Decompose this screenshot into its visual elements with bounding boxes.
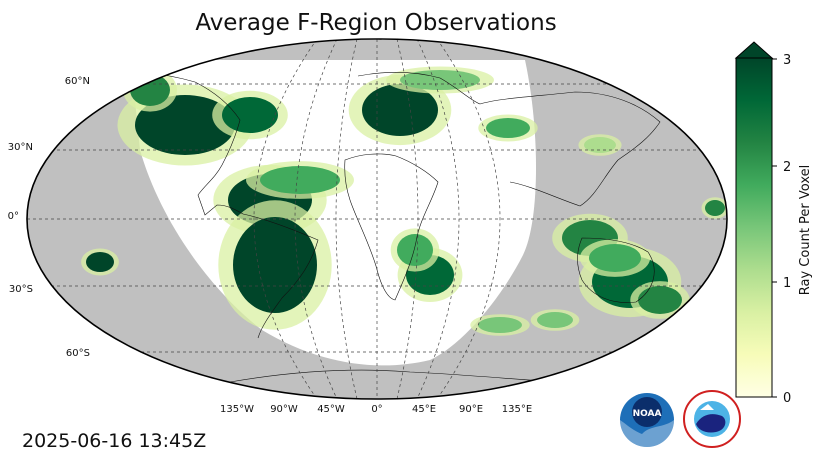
colorbar-extend-arrow xyxy=(734,41,774,59)
graticule xyxy=(27,39,727,399)
lat-label-30n: 30°N xyxy=(8,142,33,153)
meridian-line xyxy=(396,39,419,399)
ray-cluster xyxy=(478,317,522,333)
meridian-line xyxy=(416,39,460,399)
lon-label-135e: 135°E xyxy=(502,404,532,415)
ray-cluster xyxy=(584,137,616,153)
ray-cluster xyxy=(260,166,340,194)
lon-label-45e: 45°E xyxy=(412,404,436,415)
lat-label-30s: 30°S xyxy=(9,284,33,295)
colorbar-tick-1: 1 xyxy=(783,276,791,291)
colorbar: 0 1 2 3 Ray Count Per Voxel xyxy=(734,41,813,406)
colorbar-tick-3: 3 xyxy=(783,53,791,68)
ray-cluster xyxy=(233,217,317,313)
ray-cluster xyxy=(86,252,114,272)
ray-cluster xyxy=(705,200,725,216)
colorbar-tick-2: 2 xyxy=(783,160,791,175)
colorbar-bar xyxy=(735,57,773,398)
noaa-logo-text: NOAA xyxy=(633,409,662,419)
nws-logo xyxy=(683,390,741,448)
ray-cluster xyxy=(362,84,438,136)
lon-label-0: 0° xyxy=(371,404,382,415)
colorbar-ticks xyxy=(772,58,777,398)
lon-label-90w: 90°W xyxy=(270,404,298,415)
colorbar-tick-0: 0 xyxy=(783,391,791,406)
map-body xyxy=(27,39,727,399)
ray-cluster xyxy=(589,244,641,272)
ray-cluster xyxy=(537,312,573,328)
lon-label-135w: 135°W xyxy=(220,404,254,415)
ray-cluster xyxy=(486,118,530,138)
lat-label-60n: 60°N xyxy=(65,76,90,87)
ray-cluster xyxy=(397,234,433,266)
lat-label-0: 0° xyxy=(8,211,19,222)
meridian-line xyxy=(253,39,318,399)
map-title: Average F-Region Observations xyxy=(195,10,556,36)
timestamp: 2025-06-16 13:45Z xyxy=(22,430,206,452)
longitude-labels: 135°W 90°W 45°W 0° 45°E 90°E 135°E xyxy=(220,404,532,415)
ray-cluster xyxy=(638,286,682,314)
meridian-line xyxy=(436,39,501,399)
map-boundary xyxy=(26,38,728,400)
meridian-line xyxy=(335,39,358,399)
colorbar-label: Ray Count Per Voxel xyxy=(798,165,813,295)
ray-cluster xyxy=(130,74,170,106)
ray-cluster xyxy=(222,97,278,133)
ray-count-field xyxy=(81,66,727,336)
lat-label-60s: 60°S xyxy=(66,348,90,359)
meridian-line xyxy=(294,39,338,399)
noaa-logo: NOAA xyxy=(620,393,674,447)
lon-label-90e: 90°E xyxy=(459,404,483,415)
latitude-labels: 60°N 30°N 0° 30°S 60°S xyxy=(8,76,90,359)
lon-label-45w: 45°W xyxy=(317,404,345,415)
